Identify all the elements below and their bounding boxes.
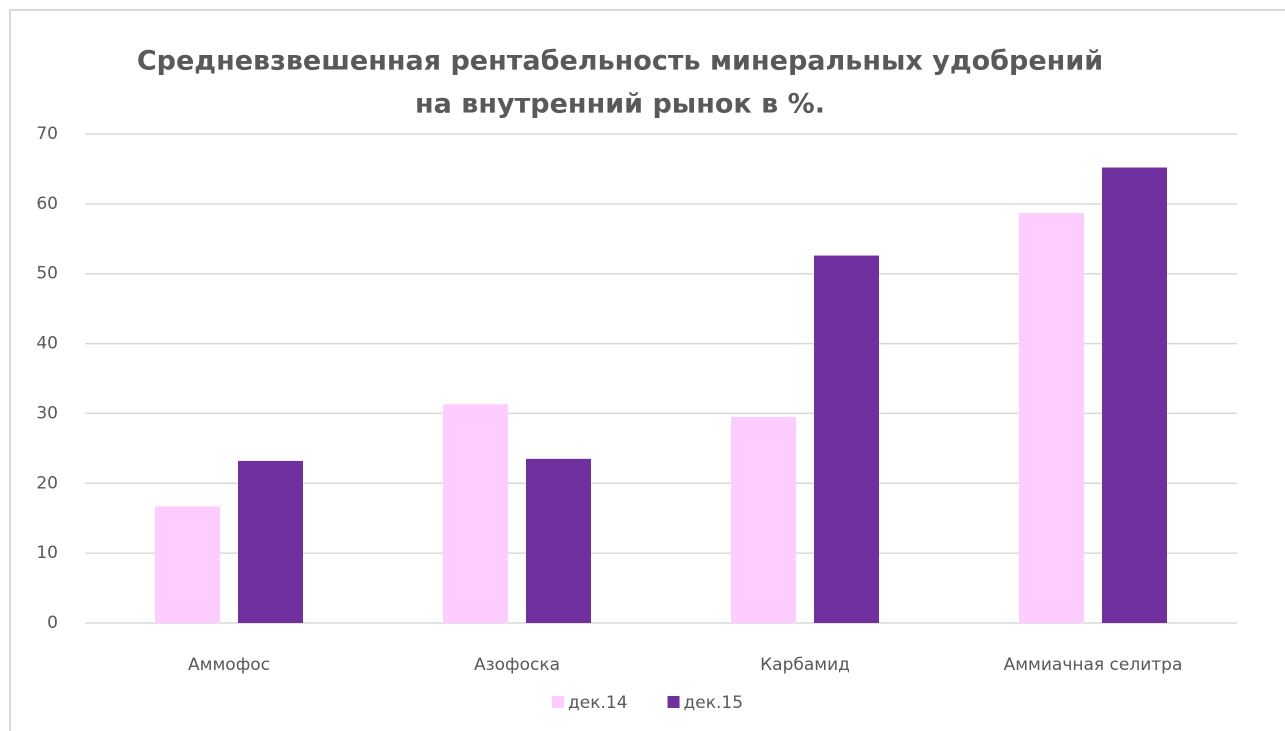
- legend-swatch: [552, 696, 564, 708]
- legend-label: дек.14: [568, 693, 628, 713]
- x-tick-label: Азофоска: [474, 655, 560, 675]
- x-tick-label: Карбамид: [760, 655, 850, 675]
- bar: [1102, 167, 1167, 623]
- bar: [238, 460, 303, 623]
- x-tick-label: Аммиачная селитра: [1004, 655, 1183, 675]
- bar: [814, 255, 879, 623]
- bar: [1019, 212, 1084, 623]
- legend-swatch: [667, 696, 680, 708]
- chart-frame: [9, 9, 1285, 731]
- y-tick-label: 20: [36, 473, 58, 493]
- y-tick-label: 70: [36, 124, 58, 144]
- x-tick-label: Аммофос: [188, 655, 270, 675]
- y-tick-label: 0: [47, 613, 58, 633]
- bar: [731, 416, 796, 623]
- chart-title: Средневзвешенная рентабельность минераль…: [137, 46, 1103, 77]
- chart-title: на внутренний рынок в %.: [415, 89, 825, 120]
- y-tick-label: 40: [36, 334, 58, 354]
- y-tick-label: 10: [36, 543, 58, 563]
- y-tick-label: 60: [36, 194, 58, 214]
- legend-label: дек.15: [684, 693, 744, 713]
- y-tick-label: 30: [36, 403, 58, 423]
- bar: [526, 458, 591, 623]
- bar: [443, 404, 508, 623]
- bar: [155, 506, 220, 623]
- y-tick-label: 50: [36, 264, 58, 284]
